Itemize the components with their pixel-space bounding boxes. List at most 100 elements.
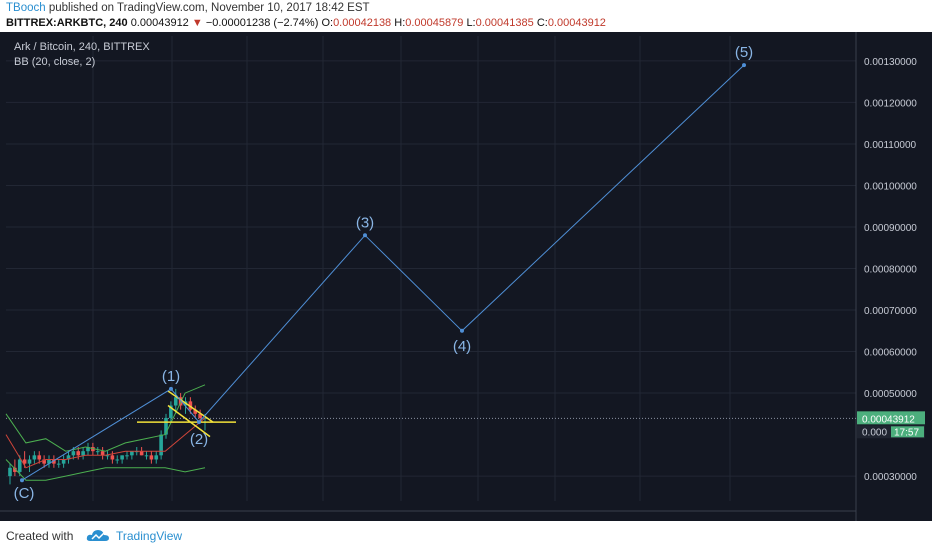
bb-middle-band [5, 417, 206, 469]
created-with-text: Created with [6, 529, 74, 543]
candle-body [95, 451, 100, 453]
author-link[interactable]: TBooch [6, 2, 46, 14]
chart-header: TBooch published on TradingView.com, Nov… [0, 0, 932, 32]
candle-body [193, 409, 198, 414]
price-change: −0.00001238 (−2.74%) [205, 17, 319, 29]
candle-body [164, 417, 168, 435]
legend-indicator: BB (20, close, 2) [14, 56, 95, 68]
published-text: published on TradingView.com, November 1… [48, 2, 370, 14]
down-arrow-icon: ▼ [191, 17, 203, 29]
time-tick-label: 13 [241, 520, 253, 521]
wave-label: (5) [735, 44, 753, 61]
candle-body [47, 459, 51, 464]
open-label: O: [321, 17, 334, 29]
open-value: 0.00042138 [333, 17, 392, 29]
candle-body [115, 459, 120, 461]
candle-body [17, 459, 22, 472]
candle-body [13, 467, 17, 472]
time-tick-label: 12:00 [159, 520, 184, 521]
candle-body [188, 401, 193, 410]
candle-body [159, 434, 163, 456]
footer: Created with TradingView [0, 521, 932, 550]
price-tick-label: 0.00050000 [864, 389, 917, 400]
wave-point [20, 478, 24, 483]
bb-upper-band [5, 384, 206, 452]
candle-body [169, 405, 173, 418]
bb-lower-band [5, 459, 206, 481]
candle-body [149, 455, 154, 460]
candle-body [27, 459, 32, 464]
elliott-wave-line [21, 64, 745, 481]
chart-panel[interactable]: 0.00130000 0.00120000 0.00110000 0.00100000… [0, 32, 932, 521]
candle-body [139, 451, 144, 456]
price-tick-label: 0.00110000 [864, 140, 917, 151]
countdown-price-label: 0.000 [862, 427, 887, 438]
close-label: C: [536, 17, 548, 29]
candle-body [198, 413, 202, 418]
price-tick-label: 0.00120000 [864, 98, 917, 109]
candle-body [130, 451, 134, 456]
price-tick-label: 0.00090000 [864, 223, 917, 234]
candle-body [37, 455, 42, 460]
candle-body [76, 451, 81, 456]
wave-label: (1) [162, 368, 180, 385]
triangle-upper-line [167, 390, 214, 423]
price-chart[interactable]: 0.00130000 0.00120000 0.00110000 0.00100000… [0, 32, 932, 521]
candle-body [52, 459, 56, 464]
candle-body [81, 451, 85, 456]
current-price-label: 0.00043912 [862, 414, 915, 425]
price-tick-label: 0.00030000 [864, 472, 917, 483]
chart-background [0, 32, 932, 521]
wave-label: (C) [14, 485, 35, 502]
wave-point [363, 233, 367, 238]
candle-body [32, 455, 37, 460]
cloud-logo-icon [86, 530, 109, 541]
countdown-box [891, 426, 924, 438]
high-value: 0.00045879 [405, 17, 464, 29]
price-tick-label: 0.00070000 [864, 306, 917, 317]
candle-body [71, 451, 76, 456]
candle-body [144, 455, 149, 457]
candle-body [125, 455, 129, 457]
price-tick-label: 0.00080000 [864, 265, 917, 276]
candle-body [66, 455, 71, 460]
triangle-lower-line [167, 404, 211, 438]
time-tick-label: 5 [727, 520, 733, 521]
time-tick-label: 12:00 [465, 520, 490, 521]
candle-body [61, 459, 66, 464]
time-tick-label: 6 [90, 520, 96, 521]
wave-point [460, 328, 464, 333]
candle-body [173, 397, 178, 406]
symbol-line: BITTREX:ARKBTC, 240 0.00043912 ▼ −0.0000… [6, 17, 606, 29]
close-value: 0.00043912 [547, 17, 606, 29]
candle-body [8, 467, 12, 477]
wave-label: (3) [356, 214, 374, 231]
high-label: H: [394, 17, 406, 29]
low-value: 0.00041385 [475, 17, 534, 29]
candle-body [56, 463, 61, 465]
symbol-label[interactable]: BITTREX:ARKBTC, 240 [6, 17, 128, 29]
candle-body [42, 459, 46, 464]
low-label: L: [466, 17, 476, 29]
candle-body [120, 455, 124, 460]
wave-label: (4) [453, 338, 471, 355]
candle-body [110, 455, 115, 460]
price-tick-label: 0.00130000 [864, 57, 917, 68]
wave-point [197, 420, 201, 425]
candle-body [22, 459, 27, 464]
candle-body [154, 455, 159, 460]
candle-body [91, 447, 95, 452]
candle-body [105, 455, 110, 457]
candle-body [100, 451, 105, 456]
time-tick-label: 20 [395, 520, 407, 521]
time-tick-label: 27 [549, 520, 561, 521]
legend-title: Ark / Bitcoin, 240, BITTREX [14, 41, 150, 53]
countdown-label: 17:57 [894, 427, 919, 438]
wave-point [742, 63, 746, 68]
price-tick-label: 0.00100000 [864, 181, 917, 192]
time-tick-label: 12:00 [310, 520, 335, 521]
price-tick-label: 0.00060000 [864, 348, 917, 359]
tradingview-brand[interactable]: TradingView [116, 529, 183, 543]
wave-point [169, 386, 173, 391]
time-tick-label: Dec [631, 520, 649, 521]
